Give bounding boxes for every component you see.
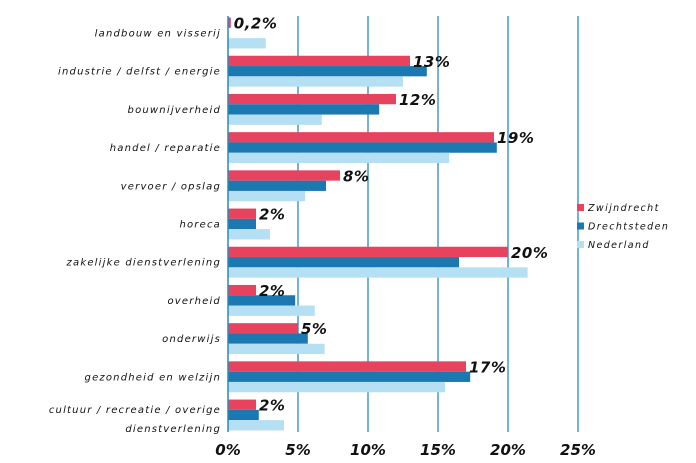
bar-nederland-2 bbox=[228, 114, 322, 125]
legend-label: Nederland bbox=[588, 240, 650, 251]
legend-label: Drechtsteden bbox=[588, 222, 669, 233]
legend-label: Zwijndrecht bbox=[587, 203, 660, 214]
bar-nederland-1 bbox=[228, 76, 403, 87]
bar-zwijndrecht-10 bbox=[228, 399, 256, 410]
bar-nederland-8 bbox=[228, 343, 325, 355]
bars bbox=[228, 17, 528, 431]
data-label: 2% bbox=[259, 282, 285, 300]
data-label: 2% bbox=[259, 206, 285, 224]
data-label: 5% bbox=[301, 320, 327, 338]
bar-drechtsteden-4 bbox=[228, 180, 326, 191]
category-label: zakelijke dienstverlening bbox=[66, 258, 221, 269]
x-tick-label: 20% bbox=[490, 441, 526, 459]
legend-swatch bbox=[577, 204, 584, 211]
bar-drechtsteden-2 bbox=[228, 104, 380, 115]
bar-nederland-10 bbox=[228, 420, 284, 431]
x-tick-labels: 0% 5% 10% 15% 20% 25% bbox=[215, 441, 596, 459]
bar-nederland-3 bbox=[228, 152, 450, 164]
bar-nederland-7 bbox=[228, 305, 315, 316]
x-tick-label: 10% bbox=[350, 441, 386, 459]
bar-zwijndrecht-5 bbox=[228, 208, 256, 219]
bar-drechtsteden-9 bbox=[228, 371, 471, 382]
bar-zwijndrecht-4 bbox=[228, 170, 340, 181]
bar-nederland-5 bbox=[228, 229, 270, 240]
bar-nederland-6 bbox=[228, 267, 528, 278]
category-label: vervoer / opslag bbox=[121, 181, 221, 192]
bar-drechtsteden-6 bbox=[228, 257, 459, 268]
data-label: 0,2% bbox=[234, 15, 278, 33]
x-tick-label: 5% bbox=[285, 441, 310, 459]
bar-drechtsteden-1 bbox=[228, 66, 427, 77]
bar-drechtsteden-10 bbox=[228, 409, 259, 421]
category-label: onderwijs bbox=[162, 334, 221, 345]
category-label: industrie / delfst / energie bbox=[58, 67, 221, 78]
category-label: landbouw en visserij bbox=[95, 29, 221, 40]
bar-nederland-0 bbox=[228, 38, 266, 49]
legend-item-zwijndrecht: Zwijndrecht bbox=[577, 203, 660, 214]
bar-zwijndrecht-6 bbox=[228, 246, 508, 258]
category-labels: landbouw en visserij industrie / delfst /… bbox=[49, 29, 221, 436]
bar-zwijndrecht-0 bbox=[228, 17, 231, 28]
bar-zwijndrecht-2 bbox=[228, 93, 396, 105]
data-label: 13% bbox=[413, 53, 450, 71]
data-label: 2% bbox=[259, 397, 285, 415]
x-tick-label: 25% bbox=[560, 441, 596, 459]
category-label: overheid bbox=[167, 296, 221, 307]
data-labels: 0,2% 13% 12% 19% 8% 2% 20% 2% 5% 17% 2% bbox=[234, 15, 548, 415]
category-label: gezondheid en welzijn bbox=[85, 372, 221, 383]
x-tick-label: 15% bbox=[420, 441, 456, 459]
bar-zwijndrecht-7 bbox=[228, 284, 256, 296]
bar-zwijndrecht-8 bbox=[228, 323, 298, 334]
bar-drechtsteden-8 bbox=[228, 333, 308, 344]
category-label: bouwnijverheid bbox=[128, 105, 221, 116]
legend-item-drechtsteden: Drechtsteden bbox=[577, 222, 669, 233]
bar-drechtsteden-3 bbox=[228, 142, 497, 153]
bar-nederland-4 bbox=[228, 190, 305, 202]
legend-swatch bbox=[577, 241, 584, 248]
data-label: 17% bbox=[469, 358, 506, 376]
bar-zwijndrecht-1 bbox=[228, 55, 410, 67]
bar-zwijndrecht-9 bbox=[228, 361, 466, 372]
data-label: 20% bbox=[511, 244, 548, 262]
bar-drechtsteden-5 bbox=[228, 218, 256, 230]
category-label: cultuur / recreatie / overige bbox=[49, 405, 221, 416]
data-label: 19% bbox=[497, 129, 534, 147]
category-label: horeca bbox=[179, 220, 221, 231]
x-tick-label: 0% bbox=[215, 441, 240, 459]
category-label: handel / reparatie bbox=[110, 143, 221, 154]
bar-drechtsteden-7 bbox=[228, 295, 296, 306]
data-label: 12% bbox=[399, 91, 436, 109]
data-label: 8% bbox=[343, 167, 369, 185]
legend: Zwijndrecht Drechtsteden Nederland bbox=[577, 203, 669, 251]
legend-swatch bbox=[577, 222, 584, 230]
legend-item-nederland: Nederland bbox=[577, 240, 650, 251]
bar-nederland-9 bbox=[228, 381, 445, 393]
bar-zwijndrecht-3 bbox=[228, 132, 494, 143]
category-label: dienstverlening bbox=[125, 424, 221, 435]
